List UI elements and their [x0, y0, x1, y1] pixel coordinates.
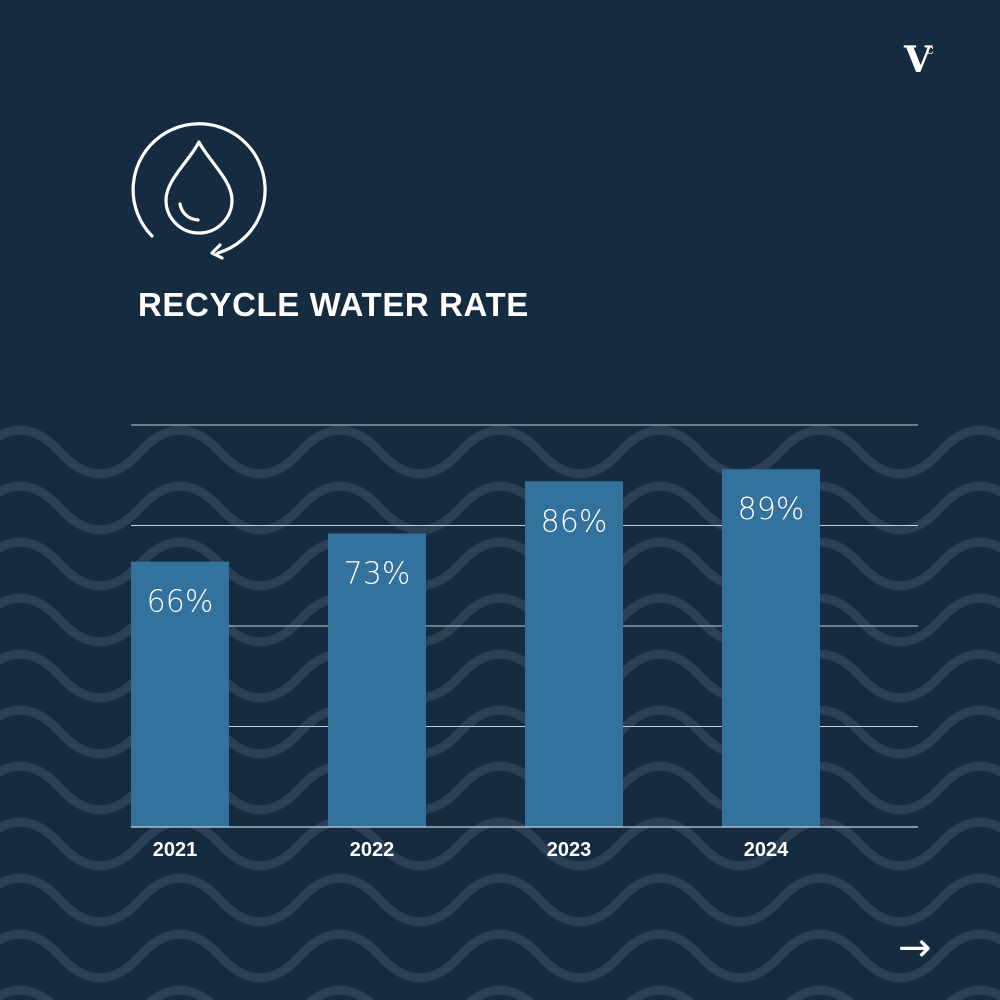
water-drop-recycle-icon [131, 122, 267, 260]
brand-logo: V c [904, 42, 946, 80]
x-tick-label: 2022 [350, 839, 395, 861]
bar-value-label: 66% [147, 585, 214, 620]
brand-logo-mark: V [904, 39, 932, 81]
bar-2021 [131, 561, 229, 827]
brand-logo-superscript: c [926, 42, 934, 58]
x-tick-label: 2023 [547, 839, 592, 861]
x-tick-label: 2021 [153, 839, 198, 861]
x-tick-label: 2024 [744, 839, 789, 861]
bar-value-label: 73% [344, 557, 411, 592]
page-title: RECYCLE WATER RATE [138, 286, 529, 323]
bar-value-label: 86% [541, 504, 608, 539]
bar-2024 [722, 469, 820, 827]
arrow-right-icon[interactable]: → [898, 925, 932, 971]
bar-value-label: 89% [738, 492, 805, 527]
bar-2023 [525, 481, 623, 827]
bar-2022 [328, 533, 426, 827]
